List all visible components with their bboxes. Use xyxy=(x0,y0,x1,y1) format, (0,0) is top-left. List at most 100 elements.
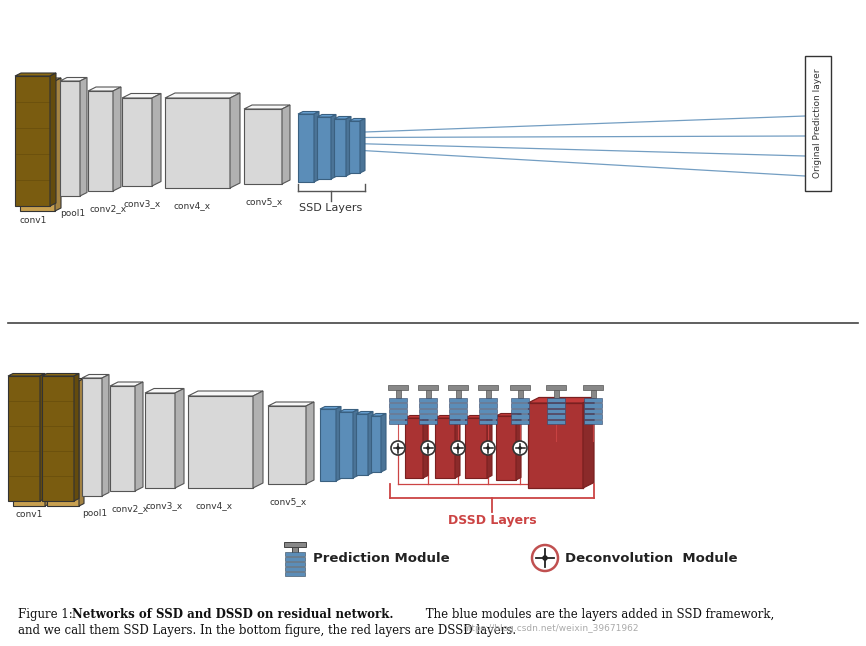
Bar xyxy=(389,403,407,408)
Bar xyxy=(553,390,559,398)
Bar xyxy=(285,556,305,561)
Polygon shape xyxy=(80,78,87,196)
Polygon shape xyxy=(102,375,109,496)
Bar xyxy=(285,552,305,556)
Bar xyxy=(805,56,831,191)
Bar xyxy=(583,385,603,390)
Circle shape xyxy=(481,441,495,455)
Polygon shape xyxy=(405,418,423,478)
Polygon shape xyxy=(113,87,121,191)
Circle shape xyxy=(456,446,460,450)
Circle shape xyxy=(451,441,465,455)
Polygon shape xyxy=(465,415,492,418)
Bar xyxy=(486,390,490,398)
Polygon shape xyxy=(356,412,373,414)
Polygon shape xyxy=(336,406,341,481)
Bar xyxy=(479,419,497,424)
Circle shape xyxy=(421,441,435,455)
Bar xyxy=(584,408,602,413)
Polygon shape xyxy=(583,397,594,488)
Bar xyxy=(546,385,566,390)
Polygon shape xyxy=(135,382,143,491)
Bar xyxy=(284,542,306,547)
Bar xyxy=(396,390,400,398)
Circle shape xyxy=(486,446,490,450)
Polygon shape xyxy=(331,114,336,179)
Bar xyxy=(388,385,408,390)
Bar xyxy=(418,385,438,390)
Text: Original Prediction layer: Original Prediction layer xyxy=(813,68,823,178)
Polygon shape xyxy=(145,388,184,393)
Text: conv2_x: conv2_x xyxy=(89,204,126,213)
Bar xyxy=(419,397,437,402)
Polygon shape xyxy=(13,379,50,381)
Polygon shape xyxy=(74,373,79,501)
Text: conv5_x: conv5_x xyxy=(270,497,307,506)
Polygon shape xyxy=(47,379,84,381)
Bar xyxy=(511,403,529,408)
Polygon shape xyxy=(317,117,331,179)
Polygon shape xyxy=(320,406,341,409)
Text: Prediction Module: Prediction Module xyxy=(313,552,449,565)
Text: conv1: conv1 xyxy=(15,510,42,519)
Polygon shape xyxy=(487,415,492,478)
Polygon shape xyxy=(8,376,40,501)
Polygon shape xyxy=(423,415,428,478)
Bar xyxy=(449,419,467,424)
Bar xyxy=(449,403,467,408)
Bar xyxy=(584,397,602,402)
Text: conv4_x: conv4_x xyxy=(173,201,210,210)
Bar xyxy=(419,419,437,424)
Polygon shape xyxy=(405,415,428,418)
Bar xyxy=(389,408,407,413)
Polygon shape xyxy=(122,94,161,98)
Text: The blue modules are the layers added in SSD framework,: The blue modules are the layers added in… xyxy=(422,608,774,621)
Bar xyxy=(449,408,467,413)
Polygon shape xyxy=(244,105,290,109)
Bar xyxy=(518,390,522,398)
Bar xyxy=(449,397,467,402)
Text: conv2_x: conv2_x xyxy=(111,504,148,513)
Polygon shape xyxy=(349,121,360,173)
Circle shape xyxy=(513,441,527,455)
Bar xyxy=(292,547,298,555)
Polygon shape xyxy=(110,386,135,491)
Polygon shape xyxy=(371,413,386,416)
Bar xyxy=(479,403,497,408)
Polygon shape xyxy=(496,416,516,480)
Bar xyxy=(425,390,430,398)
Polygon shape xyxy=(353,410,358,478)
Polygon shape xyxy=(165,98,230,188)
Text: https://blog.csdn.net/weixin_39671962: https://blog.csdn.net/weixin_39671962 xyxy=(462,624,638,633)
Bar xyxy=(479,414,497,419)
Polygon shape xyxy=(42,373,79,376)
Bar xyxy=(584,419,602,424)
Polygon shape xyxy=(230,93,240,188)
Polygon shape xyxy=(13,381,45,506)
Bar xyxy=(511,397,529,402)
Polygon shape xyxy=(82,378,102,496)
Bar xyxy=(456,390,461,398)
Polygon shape xyxy=(8,373,45,376)
Polygon shape xyxy=(20,78,61,81)
Bar xyxy=(389,397,407,402)
Polygon shape xyxy=(152,94,161,186)
Circle shape xyxy=(542,555,548,561)
Polygon shape xyxy=(317,114,336,117)
Polygon shape xyxy=(356,414,368,475)
Polygon shape xyxy=(435,418,455,478)
Polygon shape xyxy=(175,388,184,488)
Polygon shape xyxy=(314,112,319,182)
Polygon shape xyxy=(268,402,314,406)
Polygon shape xyxy=(282,105,290,184)
Polygon shape xyxy=(15,73,56,76)
Text: Deconvolution  Module: Deconvolution Module xyxy=(565,552,738,565)
Text: conv3_x: conv3_x xyxy=(123,199,160,208)
Polygon shape xyxy=(20,81,55,211)
Bar xyxy=(448,385,468,390)
Polygon shape xyxy=(15,76,50,206)
Polygon shape xyxy=(47,381,79,506)
Polygon shape xyxy=(320,409,336,481)
Bar xyxy=(478,385,498,390)
Text: conv5_x: conv5_x xyxy=(246,197,283,206)
